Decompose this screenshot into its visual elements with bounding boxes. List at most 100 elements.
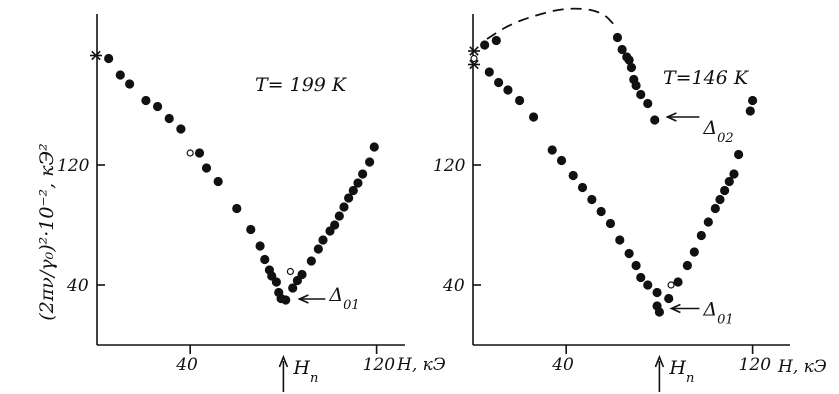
y-tick-label-120: 120 [57, 156, 90, 176]
ticks-199k: 40 120 40 120 [57, 156, 395, 375]
data-point [664, 293, 674, 304]
data-point [491, 35, 501, 46]
data-point [186, 149, 194, 157]
data-point [246, 224, 256, 235]
delta-label-02: Δ02 [702, 117, 733, 146]
data-point [729, 169, 739, 179]
data-point [624, 248, 634, 259]
data-point [624, 55, 634, 65]
data-point [710, 203, 720, 214]
data-point [141, 95, 151, 106]
data-point [673, 277, 683, 287]
data-point [125, 79, 135, 89]
data-point [568, 170, 578, 181]
data-point [470, 54, 478, 63]
ticks-146k: 40 120 40 120 [433, 156, 771, 375]
data-point [194, 148, 205, 158]
data-point [286, 267, 294, 276]
data-point [115, 70, 125, 80]
y-tick-label-40: 40 [66, 276, 89, 296]
data-point [271, 277, 282, 287]
x-tick-label-40: 40 [175, 355, 198, 375]
data-point [636, 89, 646, 100]
data-point [617, 44, 627, 55]
hn-arrow-head [654, 354, 665, 368]
data-point [255, 241, 265, 251]
star-marker [468, 46, 480, 56]
data-point [587, 194, 597, 205]
data-point [313, 244, 323, 254]
data-point [748, 95, 758, 106]
data-point [734, 149, 744, 160]
data-point [703, 217, 713, 227]
data-point [213, 176, 223, 187]
x-tick-label-120: 120 [739, 355, 772, 375]
data-point [626, 62, 637, 73]
data-point [577, 182, 588, 193]
data-point [176, 124, 186, 134]
hn-label: Hn [292, 357, 318, 386]
data-point [631, 260, 641, 271]
chart-panel-199k: T= 199 K H, кЭ 40 120 40 120 Hn Δ01 [57, 14, 446, 392]
data-point [334, 211, 344, 221]
y-tick-label-40: 40 [442, 276, 465, 296]
data-point [515, 95, 525, 106]
data-point [667, 281, 675, 289]
x-axis-label-146k: H, кЭ [777, 357, 827, 377]
star-marker [90, 50, 102, 61]
data-point [503, 85, 513, 95]
x-axis-label-199k: H, кЭ [396, 355, 446, 375]
data-point [643, 280, 653, 290]
data-point [689, 247, 699, 257]
hn-arrow-head [278, 354, 289, 368]
data-point [605, 218, 616, 229]
data-point [297, 269, 307, 280]
data-point [745, 106, 755, 116]
data-point [348, 185, 358, 196]
data-point [528, 112, 539, 122]
data-point [330, 220, 340, 230]
data-point [636, 272, 646, 283]
data-point [696, 230, 706, 241]
data-point [596, 206, 606, 217]
data-point [365, 157, 375, 167]
data-point [164, 113, 174, 124]
data-point [339, 202, 349, 212]
annotations-146k: Hn Δ02 Δ01 [654, 112, 734, 392]
data-point [306, 256, 316, 266]
data-point [556, 155, 567, 166]
title-199k: T= 199 K [255, 74, 348, 96]
data-point [152, 101, 163, 112]
data-point [547, 145, 557, 155]
data-point [201, 163, 212, 173]
y-axis-label: (2πν/γ₀)²·10⁻², кЭ² [36, 143, 58, 320]
points-146k [468, 7, 758, 317]
data-point [480, 40, 490, 50]
data-point [654, 307, 665, 317]
delta-label-01: Δ01 [328, 284, 359, 313]
hn-label: Hn [668, 357, 694, 386]
data-point [720, 185, 730, 196]
delta-arrow-head [665, 112, 677, 122]
data-point [494, 77, 504, 88]
data-point [643, 98, 653, 109]
data-point [682, 260, 692, 271]
chart-panel-146k: T=146 K H, кЭ 40 120 40 120 Hn Δ02 Δ01 [433, 7, 827, 392]
data-point [344, 193, 354, 203]
data-point [358, 169, 368, 179]
dashed-fit-curve [486, 7, 619, 40]
data-point [484, 67, 494, 77]
data-point [652, 287, 662, 298]
y-tick-label-120: 120 [433, 156, 466, 176]
data-point [318, 235, 328, 245]
data-point [724, 176, 734, 187]
data-point [612, 32, 623, 43]
star-marker [468, 59, 480, 70]
title-146k: T=146 K [663, 67, 750, 89]
delta-arrow-head [297, 294, 309, 304]
data-point [353, 178, 363, 188]
delta-label-01: Δ01 [702, 299, 733, 328]
data-point [260, 254, 270, 265]
x-tick-label-120: 120 [363, 355, 396, 375]
